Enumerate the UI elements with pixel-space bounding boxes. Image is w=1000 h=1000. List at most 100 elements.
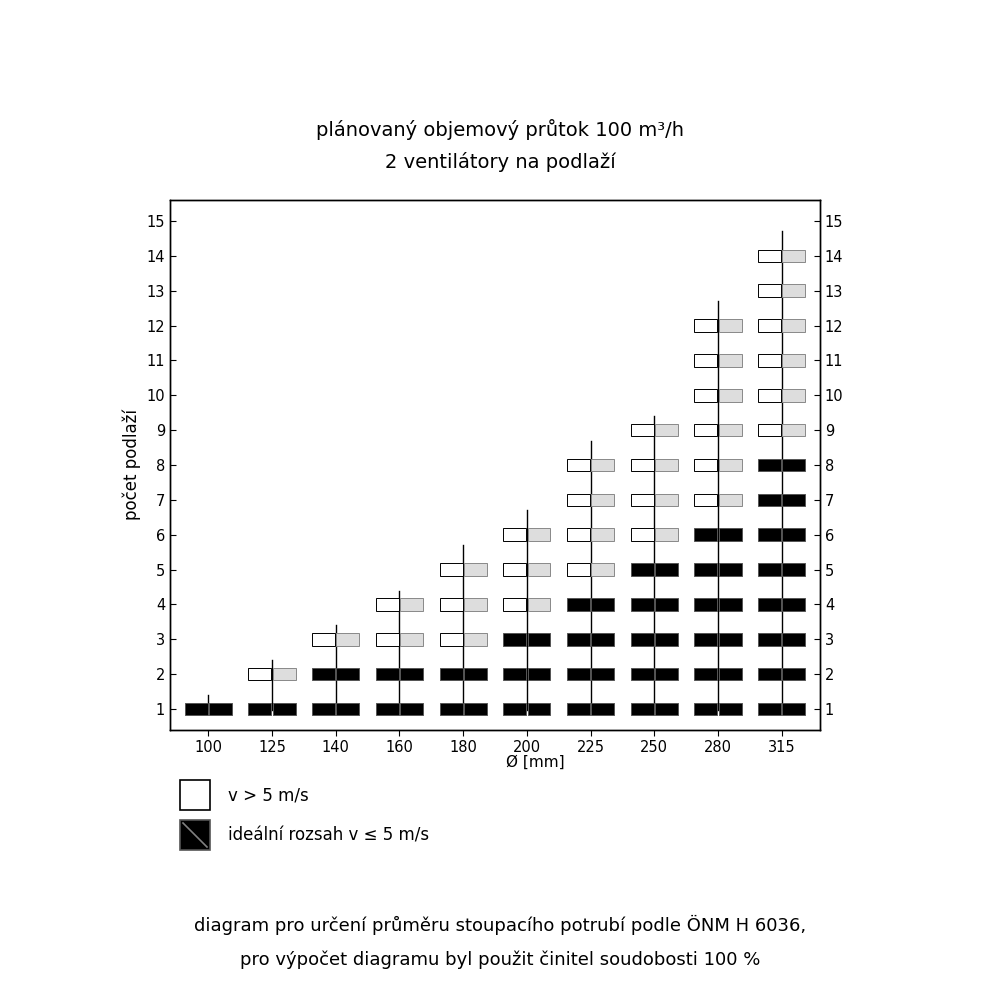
Bar	[694, 424, 717, 436]
Bar	[758, 563, 781, 576]
Bar	[758, 354, 781, 367]
Bar	[782, 424, 805, 436]
Bar	[719, 424, 742, 436]
Bar	[655, 424, 678, 436]
Bar	[719, 633, 742, 646]
Bar	[758, 528, 781, 541]
Bar	[631, 668, 654, 680]
Bar	[655, 494, 678, 506]
Bar	[440, 563, 463, 576]
Bar	[567, 494, 590, 506]
Bar	[567, 633, 590, 646]
Bar	[782, 459, 805, 471]
Bar	[694, 319, 717, 332]
Bar	[591, 633, 614, 646]
Bar	[655, 668, 678, 680]
Bar	[376, 668, 399, 680]
Bar	[567, 528, 590, 541]
Bar	[464, 703, 487, 715]
Bar	[655, 633, 678, 646]
Bar	[631, 598, 654, 611]
Bar	[376, 703, 399, 715]
Bar	[312, 668, 335, 680]
Bar	[694, 354, 717, 367]
Bar	[400, 598, 423, 611]
Bar	[528, 703, 550, 715]
Text: Ø [mm]: Ø [mm]	[506, 755, 564, 770]
Bar	[503, 598, 526, 611]
Bar	[528, 633, 550, 646]
Text: diagram pro určení průměru stoupacího potrubí podle ÖNM H 6036,: diagram pro určení průměru stoupacího po…	[194, 915, 806, 935]
Y-axis label: počet podlaží: počet podlaží	[122, 410, 141, 520]
Bar	[376, 633, 399, 646]
Bar	[758, 633, 781, 646]
Bar	[758, 668, 781, 680]
Bar	[464, 633, 487, 646]
Bar	[591, 563, 614, 576]
Bar	[248, 703, 271, 715]
Bar	[782, 494, 805, 506]
Bar	[631, 703, 654, 715]
Bar	[336, 668, 359, 680]
Bar	[440, 703, 463, 715]
Bar	[782, 598, 805, 611]
Bar	[631, 528, 654, 541]
Bar	[376, 598, 399, 611]
Bar	[273, 703, 296, 715]
Bar	[631, 633, 654, 646]
Bar	[248, 668, 271, 680]
Bar	[694, 528, 717, 541]
Bar	[631, 424, 654, 436]
Bar	[758, 424, 781, 436]
Bar	[185, 703, 208, 715]
Bar	[758, 494, 781, 506]
Bar	[782, 528, 805, 541]
Bar	[400, 703, 423, 715]
Bar	[758, 598, 781, 611]
Bar	[758, 459, 781, 471]
Bar	[719, 354, 742, 367]
Bar	[782, 284, 805, 297]
Bar	[503, 633, 526, 646]
Bar	[440, 668, 463, 680]
Bar	[782, 354, 805, 367]
Bar	[567, 598, 590, 611]
Bar	[782, 319, 805, 332]
Bar	[782, 563, 805, 576]
Bar	[312, 633, 335, 646]
Bar	[503, 703, 526, 715]
Bar	[758, 703, 781, 715]
Bar	[336, 703, 359, 715]
Bar	[782, 668, 805, 680]
Bar	[591, 598, 614, 611]
Bar	[655, 528, 678, 541]
Bar	[719, 528, 742, 541]
Bar	[528, 668, 550, 680]
Text: plánovaný objemový průtok 100 m³/h: plánovaný objemový průtok 100 m³/h	[316, 119, 684, 140]
Bar	[655, 563, 678, 576]
Bar	[464, 563, 487, 576]
Bar	[655, 598, 678, 611]
Bar	[400, 668, 423, 680]
Bar	[591, 703, 614, 715]
Bar	[694, 459, 717, 471]
Bar	[719, 459, 742, 471]
Text: ideální rozsah v ≤ 5 m/s: ideální rozsah v ≤ 5 m/s	[228, 826, 429, 844]
Bar	[209, 703, 232, 715]
Bar	[719, 598, 742, 611]
Bar	[758, 389, 781, 402]
Bar	[503, 528, 526, 541]
Bar	[694, 389, 717, 402]
Bar	[782, 389, 805, 402]
Bar	[591, 494, 614, 506]
Bar	[312, 703, 335, 715]
Bar	[782, 633, 805, 646]
Bar	[440, 598, 463, 611]
Bar	[631, 494, 654, 506]
Bar	[719, 319, 742, 332]
Bar	[591, 528, 614, 541]
Bar	[528, 563, 550, 576]
Bar	[503, 668, 526, 680]
Bar	[591, 668, 614, 680]
Bar	[440, 633, 463, 646]
